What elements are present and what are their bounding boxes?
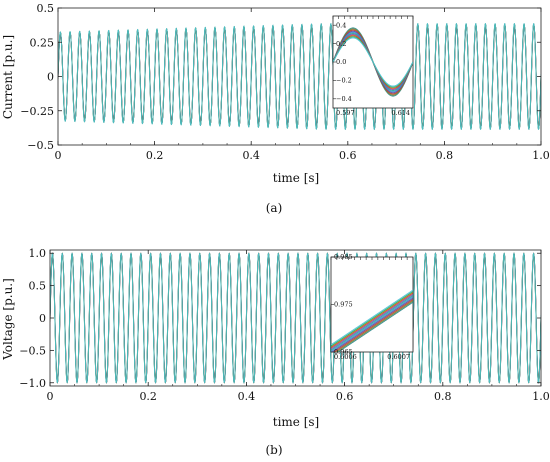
- inset-y-tick-label: −0.2: [336, 77, 352, 85]
- y-tick-label: 0: [39, 312, 46, 325]
- y-tick-label: 0.5: [29, 280, 47, 293]
- voltage-y-ticks: 1.0 0.5 0 −0.5 −1.0: [19, 247, 541, 390]
- voltage-plot-area: [50, 252, 541, 384]
- current-x-axis-label: time [s]: [273, 171, 319, 185]
- x-tick-label: 0.2: [146, 149, 164, 162]
- voltage-x-axis-label: time [s]: [273, 415, 319, 429]
- x-tick-label: 0.2: [139, 390, 157, 403]
- x-tick-label: 0.4: [242, 149, 260, 162]
- y-tick-label: −1.0: [19, 377, 46, 390]
- chart-voltage: 1.0 0.5 0 −0.5 −1.0 0 0.2 0.4 0.6 0.8 1.0 Voltage…: [1, 247, 550, 457]
- inset-y-tick-label: 0.4: [336, 21, 346, 29]
- inset-series-line-10: [331, 289, 413, 346]
- x-tick-label: 0.8: [436, 149, 454, 162]
- x-tick-label: 1.0: [532, 149, 550, 162]
- inset-y-tick-label: 0.965: [334, 348, 353, 356]
- inset-x-tick-label: 0.6007: [387, 353, 410, 361]
- inset-series-line-1: [337, 301, 413, 352]
- inset-y-tick-label: 0.985: [334, 253, 353, 261]
- panel-label-a: (a): [266, 201, 283, 215]
- current-x-ticks: 0 0.2 0.4 0.6 0.8 1.0: [55, 8, 550, 162]
- inset-series-line-4: [331, 297, 413, 352]
- current-plot-area: [58, 23, 541, 130]
- inset-y-tick-label: 0.975: [334, 301, 353, 309]
- current-inset: 0.4 0.2 0.0 −0.2 −0.4 0.597 0.614: [332, 15, 414, 117]
- chart-current: 0.5 0.25 0 −0.25 −0.5 0 0.2 0.4 0.6 0.8 1.0 Curre…: [1, 2, 550, 215]
- inset-series-line-2: [335, 300, 413, 352]
- y-tick-label: −0.25: [20, 105, 54, 118]
- inset-y-tick-label: 0.0: [336, 58, 346, 66]
- x-tick-label: 0: [55, 149, 62, 162]
- y-tick-label: −0.5: [27, 139, 54, 152]
- inset-series-line-9: [331, 291, 413, 347]
- inset-x-tick-label: 0.614: [391, 109, 410, 117]
- x-tick-label: 0.4: [238, 390, 256, 403]
- inset-series-line-5: [331, 296, 413, 352]
- inset-y-tick-label: −0.4: [336, 95, 352, 103]
- current-y-axis-label: Current [p.u.]: [1, 35, 15, 119]
- x-tick-label: 0.6: [336, 390, 354, 403]
- voltage-x-ticks: 0 0.2 0.4 0.6 0.8 1.0: [47, 250, 550, 403]
- y-tick-label: 0: [47, 71, 54, 84]
- inset-series-line-3: [333, 299, 413, 352]
- y-tick-label: −0.5: [19, 344, 46, 357]
- series-line-10: [50, 252, 541, 384]
- x-tick-label: 0.6: [339, 149, 357, 162]
- x-tick-label: 0.8: [434, 390, 452, 403]
- inset-x-tick-label: 0.6006: [334, 353, 357, 361]
- inset-series-line-7: [331, 293, 413, 350]
- inset-series-line-8: [331, 292, 413, 348]
- x-tick-label: 1.0: [532, 390, 550, 403]
- inset-series-line-10: [333, 37, 413, 87]
- y-tick-label: 0.25: [30, 36, 55, 49]
- x-tick-label: 0: [47, 390, 54, 403]
- inset-series-line-6: [331, 295, 413, 351]
- y-tick-label: 0.5: [37, 2, 55, 15]
- series-line-10: [58, 23, 541, 130]
- voltage-y-axis-label: Voltage [p.u.]: [1, 278, 15, 361]
- y-tick-label: 1.0: [29, 247, 47, 260]
- inset-x-tick-label: 0.597: [336, 109, 355, 117]
- panel-label-b: (b): [265, 443, 282, 457]
- inset-y-tick-label: 0.2: [336, 40, 346, 48]
- current-y-ticks: 0.5 0.25 0 −0.25 −0.5: [20, 2, 541, 152]
